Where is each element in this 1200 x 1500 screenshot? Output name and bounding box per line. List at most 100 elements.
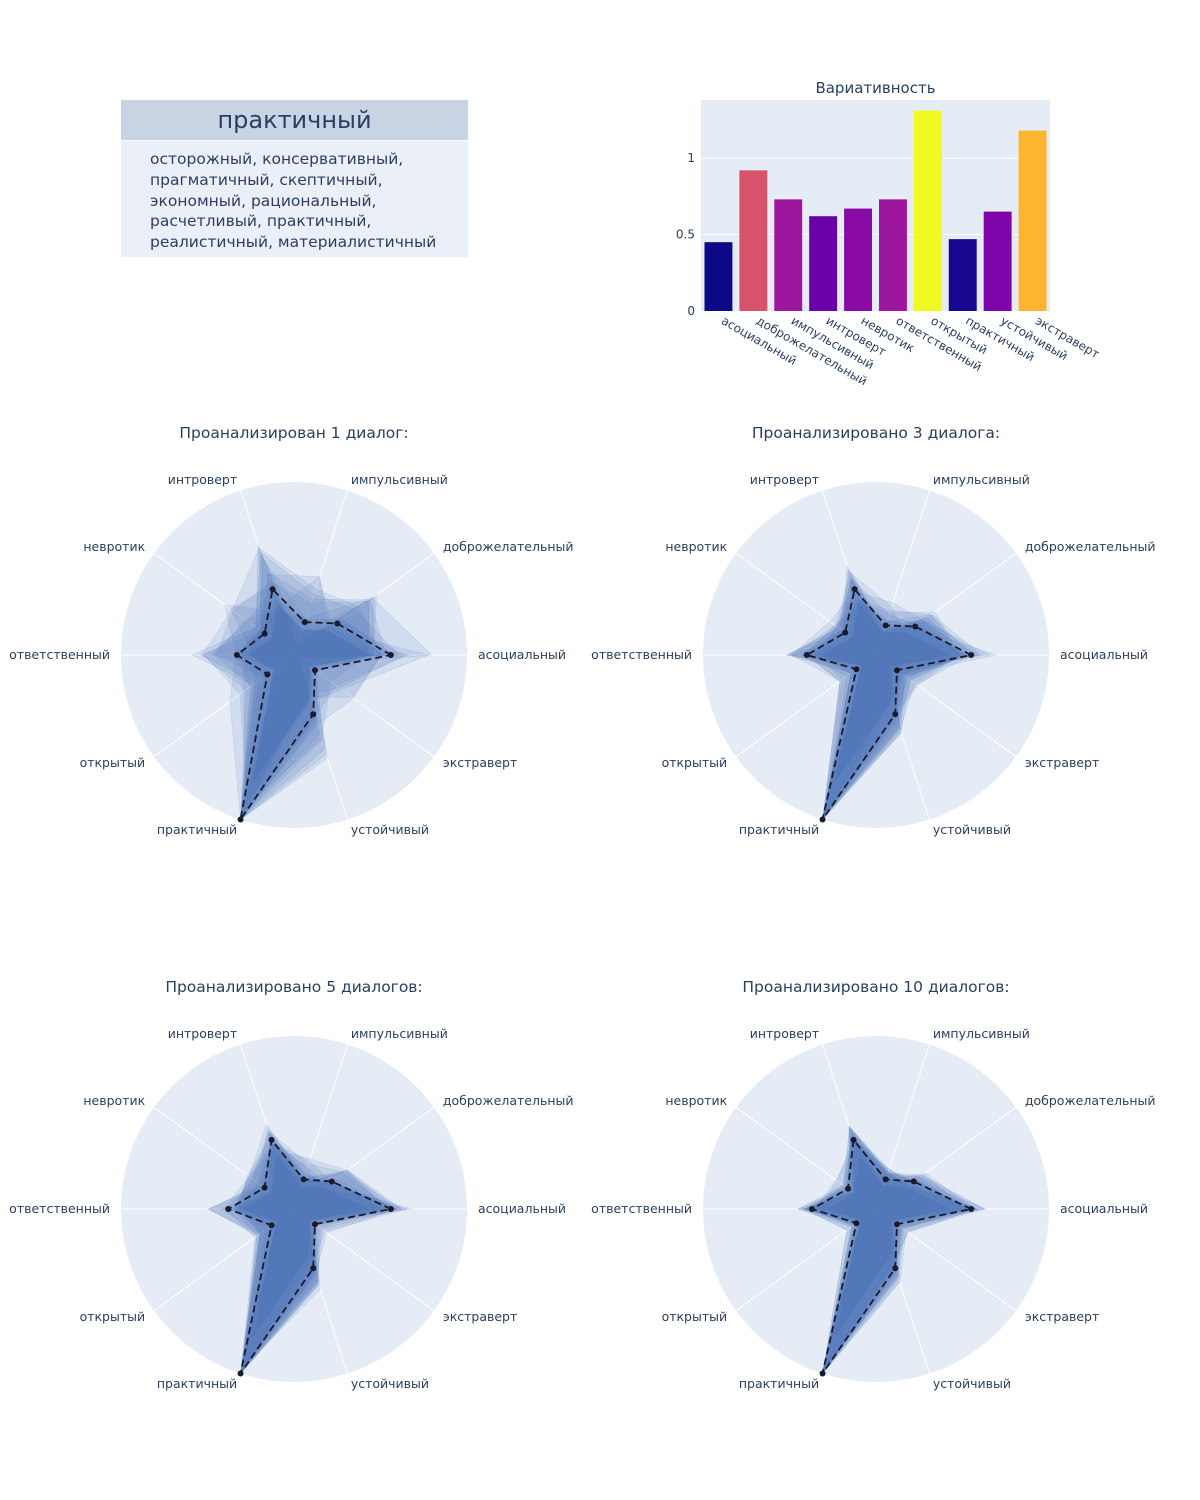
radar-mean-point xyxy=(237,816,244,823)
radar-mean-point xyxy=(268,1136,275,1143)
radar-spoke xyxy=(293,490,348,656)
bar xyxy=(948,239,977,311)
radar-mean-point xyxy=(237,1370,244,1377)
radar-mean-point xyxy=(968,1206,975,1212)
radar-mean-point xyxy=(851,586,858,593)
trait-card-line: экономный, рациональный, xyxy=(150,191,377,210)
radar-axis-label: открытый xyxy=(80,1309,146,1324)
radar-axis-label: ответственный xyxy=(591,647,692,662)
radar-spoke xyxy=(153,552,295,656)
y-tick-label: 0.5 xyxy=(676,228,695,242)
radar-axis-label: устойчивый xyxy=(351,1376,429,1391)
radar-mean-point xyxy=(264,671,271,678)
radar-axis-label: практичный xyxy=(739,822,819,837)
radar-mean-point xyxy=(233,652,240,658)
radar-mean-point xyxy=(387,1206,394,1212)
radar-mean-point xyxy=(328,1178,335,1185)
trait-card: практичный осторожный, консервативный, п… xyxy=(121,100,468,257)
radar-axis-label: доброжелательный xyxy=(443,1093,574,1108)
radar-axis-label: практичный xyxy=(157,1376,237,1391)
radar-mean-point xyxy=(803,652,810,658)
radar-axis-label: ответственный xyxy=(9,1201,110,1216)
radar-mean-point xyxy=(893,667,900,674)
y-tick-label: 0 xyxy=(687,304,695,318)
radar-axis-label: импульсивный xyxy=(351,1026,448,1041)
radar-mean-point xyxy=(845,1185,852,1192)
radar-chart: Проанализировано 10 диалогов: асоциальный… xyxy=(591,978,1155,1391)
radar-mean-point xyxy=(261,630,268,637)
radar-axis-label: открытый xyxy=(662,755,728,770)
trait-card-line: прагматичный, скептичный, xyxy=(150,170,383,189)
trait-card-line: расчетливый, практичный, xyxy=(150,212,372,231)
radar-mean-point xyxy=(850,1136,857,1143)
radar-mean-line xyxy=(804,587,974,821)
radar-axis-label: интроверт xyxy=(168,1026,237,1041)
trait-card-line: реалистичный, материалистичный xyxy=(150,233,437,252)
radar-axis-label: импульсивный xyxy=(351,472,448,487)
radar-axis-label: практичный xyxy=(739,1376,819,1391)
radar-mean-point xyxy=(882,1176,889,1183)
radar-spoke xyxy=(735,1208,877,1312)
bar xyxy=(983,211,1012,311)
radar-mean-point xyxy=(910,1178,917,1185)
trait-card-line: осторожный, консервативный, xyxy=(150,150,404,168)
radar-title: Проанализировано 5 диалогов: xyxy=(165,978,422,996)
radar-axis-label: интроверт xyxy=(168,472,237,487)
bar xyxy=(913,110,942,311)
radar-core-area xyxy=(822,603,951,784)
radar-mean-point xyxy=(912,623,919,630)
radar-spoke xyxy=(735,654,877,758)
radar-mean-point xyxy=(968,652,975,658)
bar xyxy=(809,216,838,311)
radar-axis-label: открытый xyxy=(662,1309,728,1324)
bar xyxy=(844,208,873,311)
radar-mean-point xyxy=(882,622,889,629)
radar-mean-point xyxy=(268,1222,275,1229)
radar-axis-label: интроверт xyxy=(750,472,819,487)
radar-mean-point xyxy=(225,1206,232,1212)
radar-axis-label: доброжелательный xyxy=(1025,539,1156,554)
bar xyxy=(1018,130,1047,311)
bar-chart-title: Вариативность xyxy=(815,79,935,97)
radar-mean-point xyxy=(300,1176,307,1183)
radar-axis-label: открытый xyxy=(80,755,146,770)
radar-title: Проанализирован 1 диалог: xyxy=(179,424,408,442)
radar-chart: Проанализировано 3 диалога: асоциальный до… xyxy=(591,424,1155,837)
radar-spoke xyxy=(735,1106,877,1210)
radar-mean-point xyxy=(819,1370,826,1377)
radar-title: Проанализировано 3 диалога: xyxy=(752,424,1000,442)
radar-axis-label: доброжелательный xyxy=(1025,1093,1156,1108)
radar-mean-point xyxy=(311,667,318,674)
radar-axis-label: асоциальный xyxy=(1060,647,1148,662)
radar-axis-label: экстраверт xyxy=(443,1309,517,1324)
bar xyxy=(774,199,803,311)
trait-card-title: практичный xyxy=(121,100,468,140)
radar-axis-label: асоциальный xyxy=(478,1201,566,1216)
radar-mean-point xyxy=(819,816,826,823)
radar-axis-label: экстраверт xyxy=(1025,1309,1099,1324)
radar-axis-label: устойчивый xyxy=(933,822,1011,837)
variability-bar-chart: 00.51Вариативностьасоциальныйдоброжелате… xyxy=(676,79,1102,388)
radar-axis-label: невротик xyxy=(83,539,145,554)
bar xyxy=(878,199,907,311)
radar-mean-point xyxy=(269,586,276,593)
radar-axis-label: практичный xyxy=(157,822,237,837)
radar-axis-label: невротик xyxy=(83,1093,145,1108)
radar-axis-label: невротик xyxy=(665,539,727,554)
radar-axis-label: асоциальный xyxy=(478,647,566,662)
radar-axis-label: асоциальный xyxy=(1060,1201,1148,1216)
radar-mean-point xyxy=(853,1220,860,1227)
radar-mean-point xyxy=(334,620,341,627)
radar-axis-label: экстраверт xyxy=(443,755,517,770)
radar-chart: Проанализировано 5 диалогов: асоциальный д… xyxy=(9,978,573,1391)
y-tick-label: 1 xyxy=(687,151,695,165)
radar-core-area xyxy=(242,1155,370,1338)
radar-spoke xyxy=(153,1106,295,1210)
radar-axis-label: ответственный xyxy=(591,1201,692,1216)
radar-mean-point xyxy=(892,711,899,718)
radar-mean-point xyxy=(301,619,308,626)
radar-axis-label: невротик xyxy=(665,1093,727,1108)
radar-title: Проанализировано 10 диалогов: xyxy=(742,978,1009,996)
radar-mean-point xyxy=(261,1184,268,1191)
radar-mean-point xyxy=(387,652,394,658)
